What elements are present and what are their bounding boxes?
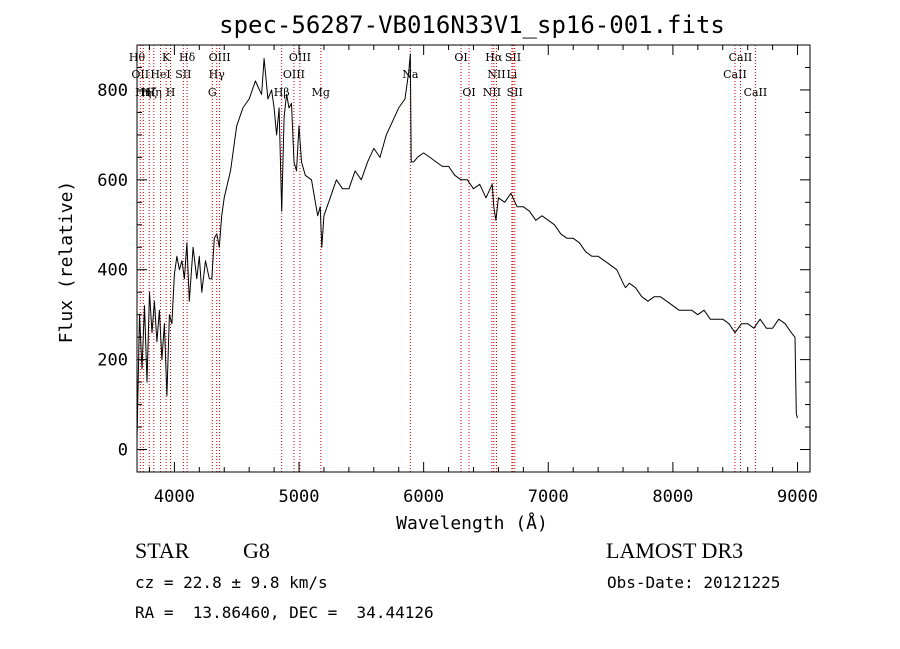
coordinates-text: RA = 13.86460, DEC = 34.44126 [135,603,434,622]
y-tick-label: 600 [97,171,128,191]
spectral-line-label: Mg [312,86,330,99]
spectral-line-label: NII [487,68,505,81]
spectral-line-label: SII [175,68,191,81]
y-tick-label: 800 [97,81,128,101]
spectral-line-label: OIII [283,68,305,81]
spectrum-line [136,53,798,441]
y-axis-ticks: 0 200 400 600 800 [97,66,810,461]
x-tick-label: 6000 [403,487,444,507]
chart-title: spec-56287-VB016N33V1_sp16-001.fits [219,11,725,39]
x-tick-label: 9000 [777,487,818,507]
spectral-line-label: Hβ [274,86,290,99]
y-tick-label: 0 [118,441,128,461]
survey-label: LAMOST DR3 [606,538,744,563]
spectrum-chart: spec-56287-VB016N33V1_sp16-001.fits HθOI… [56,11,818,534]
x-tick-label: 4000 [154,487,195,507]
obs-date-text: Obs-Date: 20121225 [607,573,781,592]
spectral-line-label: OIII [289,51,311,64]
spectral-line-label: OI [462,86,475,99]
spectral-line-label: Li [506,68,517,81]
plot-frame [136,44,811,473]
spectral-line-label: Hα [485,51,503,64]
spectral-line-label: SII [507,86,523,99]
spectral-line-label: G [208,86,217,99]
x-tick-label: 7000 [528,487,569,507]
spectral-line-label: CaII [744,86,768,99]
x-axis-ticks: 4000 5000 6000 7000 8000 9000 [148,45,818,507]
spectral-line-label: CaII [729,51,753,64]
x-axis-label: Wavelength (Å) [396,512,548,534]
spectral-line-label: OII [131,68,149,81]
spectrum-layer [136,53,798,441]
spectral-line-label: HeI [150,68,170,81]
x-tick-label: 8000 [652,487,693,507]
spectral-line-label: Hη [146,86,162,99]
spectral-line-label: Hδ [179,51,196,64]
spectral-line-label: NII [483,86,501,99]
class-label: STAR [135,538,190,563]
y-tick-label: 200 [97,351,128,371]
spectral-line-label: SII [505,51,521,64]
x-tick-label: 5000 [279,487,320,507]
y-tick-label: 400 [97,261,128,281]
spectral-line-label: OI [454,51,467,64]
spectral-line-label: Hζ [141,86,157,99]
spectral-line-label: Hη [135,86,151,99]
spectral-line-label: CaII [723,68,747,81]
spectral-line-label: Hγ [209,68,226,81]
spectral-line-label: K [162,51,171,64]
spectral-line-label: OIII [209,51,231,64]
y-axis-label: Flux (relative) [56,181,77,344]
subclass-label: G8 [243,538,270,563]
spectral-line-label: H [166,86,176,99]
velocity-text: cz = 22.8 ± 9.8 km/s [135,573,328,592]
spectral-line-markers: HθOIIHηHζHηHeIKHSIIHδGHγOIIIHβOIIIOIIIMg… [129,45,767,472]
